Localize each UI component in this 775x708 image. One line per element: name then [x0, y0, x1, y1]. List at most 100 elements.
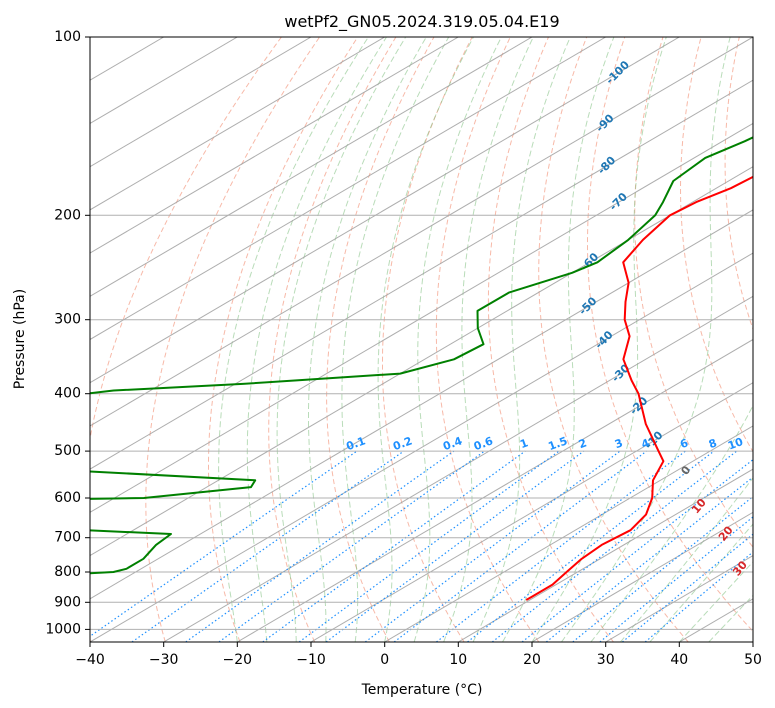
mixing-ratio-line [521, 458, 753, 642]
moist-adiabat-line [502, 37, 615, 642]
isotherm-line [384, 425, 753, 642]
dewpoint-profile-line [90, 136, 753, 575]
isotherm-line [90, 37, 385, 211]
isotherm-line [90, 37, 459, 254]
mixing-ratio-label: 3 [613, 436, 625, 451]
isotherm-line [605, 555, 753, 642]
isotherm-line [90, 166, 753, 557]
y-tick-label: 400 [54, 386, 81, 402]
moist-adiabat-label: 30 [730, 558, 750, 578]
mixing-ratio-line [131, 450, 405, 642]
mixing-ratio-line [393, 450, 647, 642]
isotherm-line [90, 209, 753, 600]
dry-adiabat-line [538, 37, 689, 642]
isotherm-label: -90 [593, 111, 616, 134]
isotherm-line [90, 37, 238, 124]
isotherm-line [90, 79, 753, 470]
pressure-gridlines [90, 37, 753, 630]
mixing-ratio-line [364, 450, 621, 642]
isotherm-line [458, 468, 753, 642]
isotherm-line [237, 338, 753, 642]
mixing-ratio-line [467, 450, 715, 642]
isotherm-line [752, 641, 753, 642]
x-tick-label: 10 [449, 652, 467, 668]
profile-series [90, 136, 753, 601]
plot-frame [89, 36, 754, 643]
x-tick-label: −10 [296, 652, 326, 668]
dry-adiabat-line [724, 37, 753, 331]
isotherm-label: -80 [595, 154, 618, 177]
moist-adiabat-line [649, 523, 753, 642]
y-tick-label: 200 [54, 207, 81, 223]
mixing-ratio-line [491, 450, 738, 642]
dry-adiabat-line [435, 37, 540, 642]
mixing-ratio-line [185, 450, 455, 642]
mixing-ratio-label: 0.6 [472, 434, 495, 453]
mixing-ratio-label: 0.2 [391, 434, 414, 453]
mixing-ratio-line [545, 476, 753, 642]
dry-adiabat-line [382, 37, 473, 642]
isotherm-label: -40 [592, 328, 615, 351]
reference-line-labels: 0.10.20.40.611.52346810131620253036-100-… [344, 58, 772, 578]
mixing-ratio-label: 2 [577, 436, 589, 451]
mixing-ratio-line [644, 551, 753, 642]
isotherm-line [163, 295, 753, 642]
mixing-ratio-line [436, 450, 686, 642]
dry-adiabat-line [208, 37, 359, 642]
dry-adiabat-line [487, 37, 614, 642]
moist-adiabat-line [246, 37, 387, 642]
moist-adiabat-line [620, 477, 753, 642]
background-lines [90, 37, 775, 642]
isotherm-line [90, 37, 753, 427]
moist-adiabat-line [218, 37, 369, 642]
dry-adiabat-line [679, 37, 753, 453]
x-tick-label: 30 [597, 652, 615, 668]
moist-adiabat-label: 20 [716, 523, 736, 543]
dry-adiabat-line [768, 37, 775, 642]
x-tick-label: −30 [149, 652, 179, 668]
mixing-ratio-label: 1 [518, 436, 530, 451]
plot-area: 0.10.20.40.611.52346810131620253036-100-… [90, 37, 775, 642]
x-tick-label: 40 [670, 652, 688, 668]
y-tick-label: 900 [54, 594, 81, 610]
x-tick-label: 0 [380, 652, 389, 668]
mixing-ratio-line [298, 450, 560, 642]
moist-adiabat-line [377, 37, 474, 642]
isotherm-line [90, 37, 533, 297]
x-axis-label: Temperature (°C) [361, 682, 483, 698]
y-axis-label: Pressure (hPa) [12, 289, 28, 389]
isotherm-line [90, 37, 680, 384]
y-tick-label: 800 [54, 564, 81, 580]
isotherm-line [90, 37, 312, 168]
mixing-ratio-label: 13 [753, 435, 772, 452]
moist-adiabat-line [531, 37, 667, 642]
isotherm-label: -50 [576, 294, 599, 317]
dry-adiabat-line [587, 37, 753, 633]
isotherm-line [679, 598, 753, 642]
mixing-ratio-label: 10 [726, 435, 745, 453]
moist-adiabat-line [443, 37, 534, 642]
moist-adiabat-line [561, 37, 731, 642]
dry-adiabat-line [90, 37, 282, 642]
y-axis: 100 200 300 400 500 600 700 800 900 1000 [45, 29, 90, 637]
x-tick-label: 50 [744, 652, 762, 668]
moist-adiabat-line [590, 404, 753, 642]
mixing-ratio-label: 0.1 [344, 434, 367, 453]
isotherm-line [531, 511, 753, 642]
mixing-ratio-line [599, 516, 753, 642]
isotherm-label: -100 [603, 58, 632, 87]
y-tick-label: 1000 [45, 621, 81, 637]
x-axis: −40 −30 −20 −10 0 10 20 30 40 50 [75, 642, 762, 668]
moist-adiabat-line [708, 594, 753, 642]
isotherm-line [90, 252, 753, 642]
mixing-ratio-label: 0.4 [441, 434, 464, 453]
isotherm-line [310, 382, 753, 642]
chart-title: wetPf2_GN05.2024.319.05.04.E19 [284, 12, 559, 32]
moist-adiabat-label: 10 [689, 496, 709, 516]
mixing-ratio-line [572, 495, 753, 642]
moist-adiabat-line [678, 561, 753, 642]
y-tick-label: 300 [54, 312, 81, 328]
dry-adiabat-line [634, 37, 753, 549]
temperature-profile-line [525, 175, 753, 601]
